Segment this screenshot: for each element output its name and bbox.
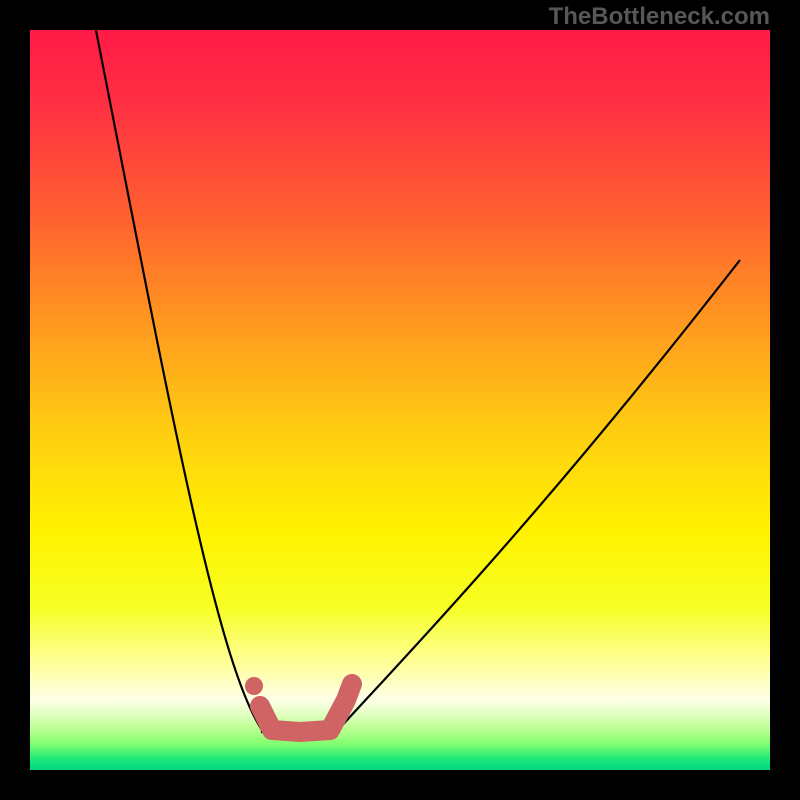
plot-area bbox=[30, 30, 770, 770]
marker-dot bbox=[245, 677, 263, 695]
watermark-text: TheBottleneck.com bbox=[549, 3, 770, 30]
